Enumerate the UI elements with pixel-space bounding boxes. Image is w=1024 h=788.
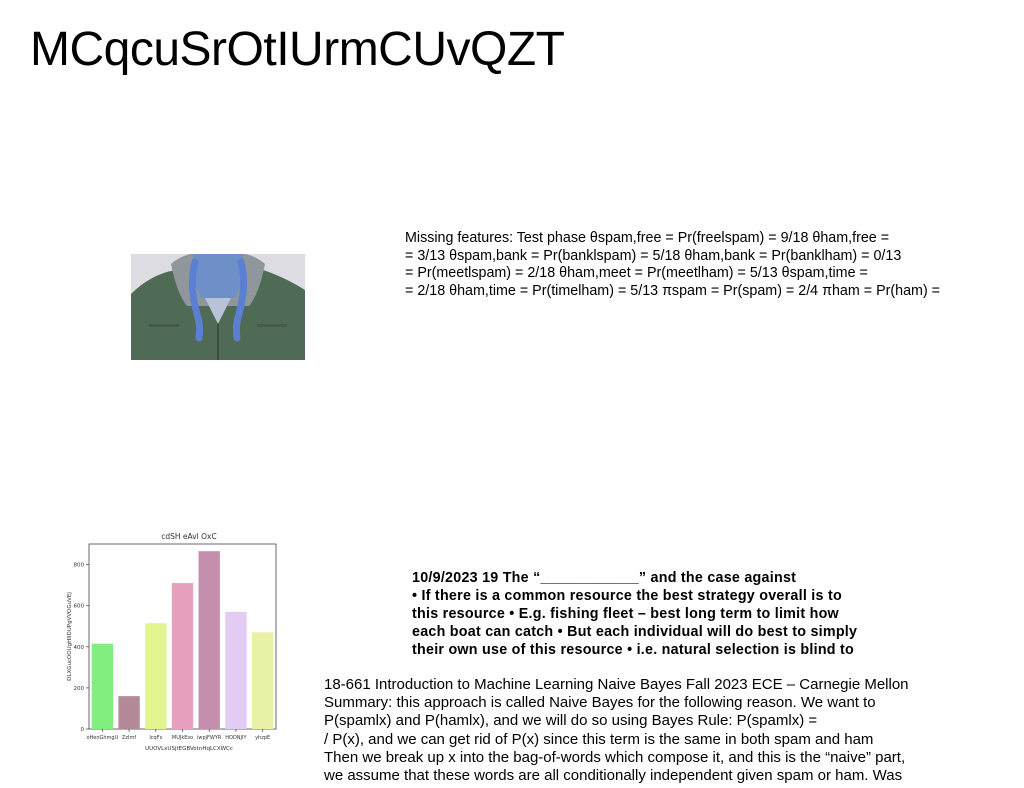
chart-x-tick-label: HODNJIY <box>225 735 247 741</box>
chart-x-tick-label: iwpjFWYR <box>197 735 222 741</box>
bar-chart-svg: cdSH eAvl OxC 0 200 400 600 800 oHenGhmgU ZzIm… <box>67 532 277 752</box>
chart-bar <box>251 632 274 729</box>
chart-x-tick-label: IcqFs <box>149 735 162 741</box>
chart-bar <box>91 643 114 729</box>
chart-x-tick-label: yhzpE <box>255 735 270 741</box>
chart-bar <box>118 696 140 729</box>
text-line: P(spamlx) and P(hamlx), and we will do s… <box>324 712 818 730</box>
text-line: each boat can catch • But each individua… <box>412 624 858 640</box>
chart-y-tick-label: 200 <box>74 686 85 692</box>
text-line: this resource • E.g. fishing fleet – bes… <box>412 606 839 622</box>
text-line: Then we break up x into the bag-of-words… <box>324 748 906 766</box>
photo-person-green-jacket <box>131 254 305 360</box>
chart-y-tick-label: 0 <box>81 727 85 733</box>
photo-image <box>131 254 305 360</box>
chart-bar <box>225 611 247 729</box>
chart-bar <box>171 583 194 729</box>
bar-chart: cdSH eAvl OxC 0 200 400 600 800 oHenGhmgU ZzIm… <box>62 528 286 753</box>
chart-y-tick-label: 600 <box>74 604 85 610</box>
chart-title: cdSH eAvl OxC <box>161 532 216 541</box>
text-line: / P(x), and we can get rid of P(x) since… <box>324 730 874 748</box>
text-line: we assume that these words are all condi… <box>324 767 903 785</box>
chart-x-tick-label: ZzImf <box>122 735 136 741</box>
missing-features-paragraph: Missing features: Test phase θspam,free … <box>405 230 940 300</box>
chart-y-axis-label: DLXGucOOUgHIIDUPgVVOGuVEj <box>67 592 73 681</box>
text-line: = 2/18 θham,time = Pr(timelham) = 5/13 π… <box>405 282 941 299</box>
chart-x-tick-label: MUJkEso <box>172 735 193 741</box>
page-title: MCqcuSrOtIUrmCUvQZT <box>30 23 565 76</box>
text-line: 18-661 Introduction to Machine Learning … <box>324 676 909 693</box>
text-line: their own use of this resource • i.e. na… <box>412 642 855 658</box>
text-line: 10/9/2023 19 The “____________” and the … <box>412 570 797 586</box>
tragedy-of-commons-paragraph: 10/9/2023 19 The “____________” and the … <box>412 569 857 659</box>
chart-x-tick-label: oHenGhmgU <box>86 735 118 741</box>
chart-bar <box>198 551 220 729</box>
text-line: Summary: this approach is called Naive B… <box>324 694 876 712</box>
chart-y-tick-label: 800 <box>74 563 85 569</box>
text-line: Missing features: Test phase θspam,free … <box>405 230 890 246</box>
chart-y-tick-label: 400 <box>74 645 85 651</box>
text-line: = Pr(meetlspam) = 2/18 θham,meet = Pr(me… <box>405 265 868 282</box>
chart-bar <box>145 623 167 729</box>
text-line: • If there is a common resource the best… <box>412 588 842 604</box>
text-line: = 3/13 θspam,bank = Pr(banklspam) = 5/18… <box>405 247 902 264</box>
naive-bayes-summary-paragraph: 18-661 Introduction to Machine Learning … <box>324 676 909 785</box>
chart-x-axis-label: UUOVLxUSjtEGBVotnHqLCXWCc <box>145 746 233 752</box>
